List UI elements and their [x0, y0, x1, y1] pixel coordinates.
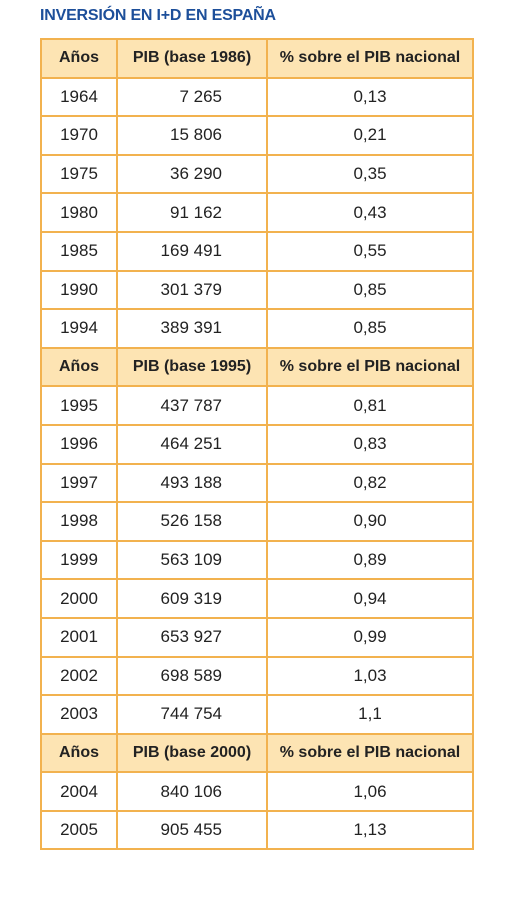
row: 1985 169 491 0,55 [40, 230, 474, 272]
cell: 744 754 [116, 694, 268, 735]
header-cell: PIB (base 1986) [116, 38, 268, 79]
row: 1970 15 806 0,21 [40, 115, 474, 156]
row: 1996 464 251 0,83 [40, 423, 474, 465]
row: 1975 36 290 0,35 [40, 153, 474, 195]
header-cell: Años [40, 732, 118, 774]
cell: 36 290 [116, 153, 268, 195]
cell: 1997 [40, 462, 118, 504]
cell: 1,03 [266, 655, 474, 697]
cell: 437 787 [116, 385, 268, 426]
title: INVERSIÓN EN I+D EN ESPAÑA [40, 7, 276, 24]
cell: 493 188 [116, 462, 268, 504]
cell: 2004 [40, 771, 118, 812]
cell: 1975 [40, 153, 118, 195]
row: 1997 493 188 0,82 [40, 462, 474, 504]
cell: 2001 [40, 616, 118, 658]
cell: 1999 [40, 539, 118, 581]
cell: 840 106 [116, 771, 268, 812]
cell: 0,94 [266, 578, 474, 619]
cell: 0,82 [266, 462, 474, 504]
cell: 169 491 [116, 230, 268, 272]
cell: 609 319 [116, 578, 268, 619]
cell: 2002 [40, 655, 118, 697]
row: 1990 301 379 0,85 [40, 269, 474, 311]
cell: 905 455 [116, 809, 268, 851]
cell: 2000 [40, 578, 118, 619]
cell: 0,85 [266, 269, 474, 311]
row: 1964 7 265 0,13 [40, 76, 474, 118]
row: 1994 389 391 0,85 [40, 308, 474, 349]
cell: 563 109 [116, 539, 268, 581]
row: 2000 609 319 0,94 [40, 578, 474, 619]
row: 2005 905 455 1,13 [40, 809, 474, 851]
cell: 2005 [40, 809, 118, 851]
cell: 1998 [40, 501, 118, 542]
cell: 0,99 [266, 616, 474, 658]
table-body: Años PIB (base 1986)% sobre el PIB nacion… [40, 38, 474, 851]
cell: 7 265 [116, 76, 268, 118]
cell: 0,43 [266, 192, 474, 233]
cell: 0,81 [266, 385, 474, 426]
header-row: Años PIB (base 1986)% sobre el PIB nacion… [40, 38, 474, 79]
cell: 0,21 [266, 115, 474, 156]
cell: 1994 [40, 308, 118, 349]
row: 1999 563 109 0,89 [40, 539, 474, 581]
cell: 1996 [40, 423, 118, 465]
cell: 0,85 [266, 308, 474, 349]
cell: 1,1 [266, 694, 474, 735]
cell: 1985 [40, 230, 118, 272]
cell: 2003 [40, 694, 118, 735]
cell: 91 162 [116, 192, 268, 233]
header-cell: % sobre el PIB nacional [266, 732, 474, 774]
cell: 1995 [40, 385, 118, 426]
cell: 0,55 [266, 230, 474, 272]
row: 1980 91 162 0,43 [40, 192, 474, 233]
cell: 389 391 [116, 308, 268, 349]
header-cell: % sobre el PIB nacional [266, 346, 474, 388]
cell: 653 927 [116, 616, 268, 658]
row: 1995 437 787 0,81 [40, 385, 474, 426]
cell: 0,13 [266, 76, 474, 118]
cell: 0,83 [266, 423, 474, 465]
cell: 0,90 [266, 501, 474, 542]
header-cell: % sobre el PIB nacional [266, 38, 474, 79]
header-cell: Años [40, 346, 118, 388]
cell: 1980 [40, 192, 118, 233]
cell: 1,13 [266, 809, 474, 851]
row: 2001 653 927 0,99 [40, 616, 474, 658]
cell: 526 158 [116, 501, 268, 542]
row: 2004 840 106 1,06 [40, 771, 474, 812]
cell: 698 589 [116, 655, 268, 697]
row: 1998 526 158 0,90 [40, 501, 474, 542]
cell: 0,35 [266, 153, 474, 195]
header-row: Años PIB (base 1995)% sobre el PIB nacion… [40, 346, 474, 388]
header-cell: PIB (base 2000) [116, 732, 268, 774]
cell: 464 251 [116, 423, 268, 465]
header-cell: PIB (base 1995) [116, 346, 268, 388]
data-table: Años PIB (base 1986)% sobre el PIB nacion… [40, 38, 474, 851]
cell: 1990 [40, 269, 118, 311]
cell: 1970 [40, 115, 118, 156]
header-row: Años PIB (base 2000)% sobre el PIB nacion… [40, 732, 474, 774]
cell: 15 806 [116, 115, 268, 156]
cell: 1964 [40, 76, 118, 118]
cell: 0,89 [266, 539, 474, 581]
cell: 301 379 [116, 269, 268, 311]
row: 2002 698 589 1,03 [40, 655, 474, 697]
row: 2003 744 754 1,1 [40, 694, 474, 735]
cell: 1,06 [266, 771, 474, 812]
header-cell: Años [40, 38, 118, 79]
